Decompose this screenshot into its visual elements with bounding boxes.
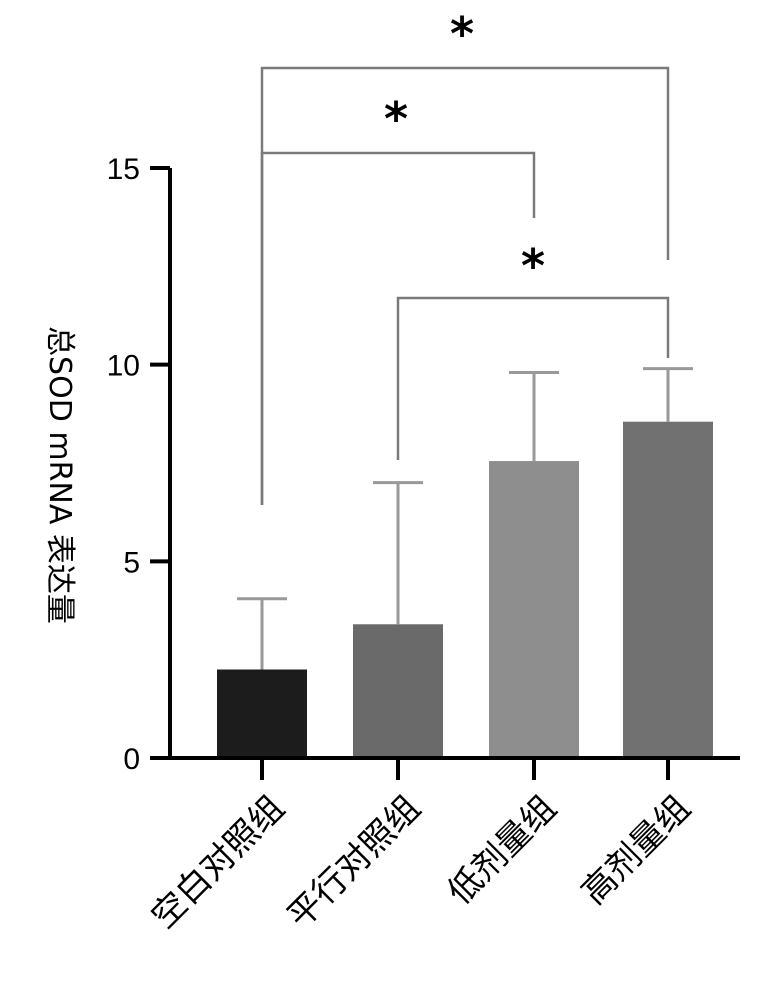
y-ticks: 0 5 10 15 [107,153,170,776]
x-tick-label: 平行对照组 [280,788,428,936]
significance-brackets: * * * [260,7,670,505]
bar-2 [489,461,579,758]
bar-3 [623,421,713,758]
significance-star-1: * [384,92,408,146]
x-tick-label: 空白对照组 [144,788,292,936]
significance-bracket-2 [396,296,670,460]
y-axis-label: 总SOD mRNA 表达量 [42,326,77,624]
bars [217,421,713,758]
x-tick-label: 高剂量组 [574,788,698,912]
error-bars [237,367,693,670]
x-tick-label: 低剂量组 [440,788,564,912]
bar-0 [217,669,307,758]
significance-bracket-0 [260,66,670,505]
significance-bracket-1 [260,151,536,505]
significance-star-0: * [450,7,474,61]
y-tick-label: 5 [123,546,140,579]
y-tick-label: 0 [123,743,140,776]
significance-star-2: * [521,239,545,293]
y-tick-label: 15 [107,153,140,186]
y-tick-label: 10 [107,350,140,383]
bar-1 [353,624,443,758]
